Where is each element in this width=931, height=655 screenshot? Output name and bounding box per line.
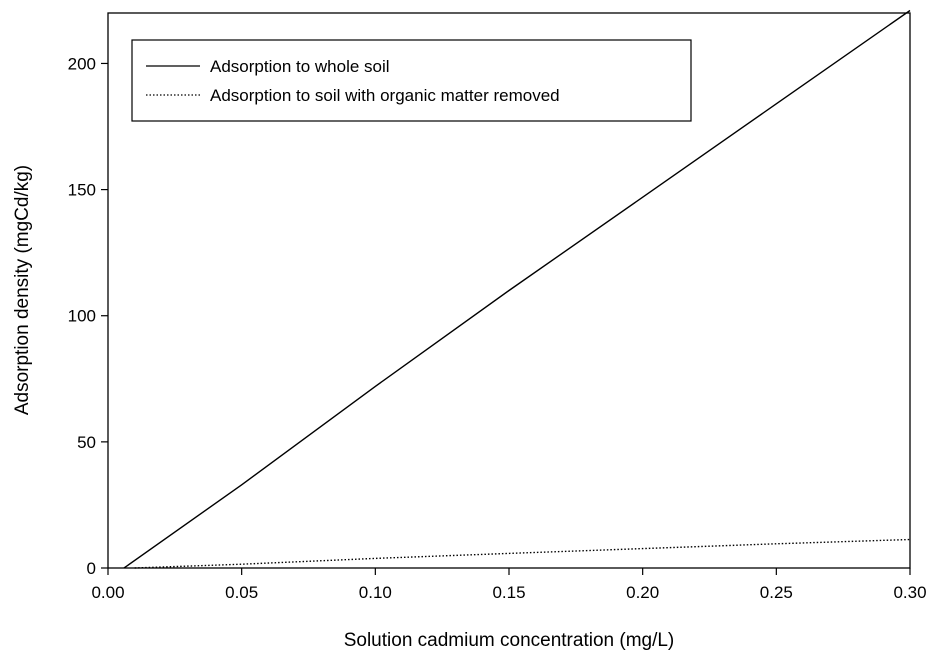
y-tick-label: 200 [68, 54, 96, 73]
legend-box [131, 39, 692, 122]
y-tick-label: 0 [87, 559, 96, 578]
x-tick-label: 0.30 [893, 583, 926, 602]
series-layer [123, 9, 911, 569]
x-axis-ticks: 0.00 0.05 0.10 0.15 0.20 0.25 0.30 [91, 568, 927, 602]
legend: Adsorption to whole soil Adsorption to s… [131, 39, 692, 122]
x-tick-label: 0.15 [492, 583, 525, 602]
y-tick-label: 50 [77, 433, 96, 452]
x-axis-label: Solution cadmium concentration (mg/L) [344, 630, 675, 651]
x-tick-label: 0.05 [225, 583, 258, 602]
x-tick-label: 0.20 [626, 583, 659, 602]
legend-label-whole-soil: Adsorption to whole soil [210, 57, 390, 76]
y-axis-label: Adsorption density (mgCd/kg) [12, 165, 33, 415]
legend-label-organic-removed: Adsorption to soil with organic matter r… [210, 86, 560, 105]
y-tick-label: 150 [68, 181, 96, 200]
y-axis-ticks: 0 50 100 150 200 [68, 54, 108, 578]
series-line-whole-soil [123, 9, 911, 569]
x-tick-label: 0.10 [359, 583, 392, 602]
series-line-organic-removed [134, 538, 911, 569]
x-tick-label: 0.00 [91, 583, 124, 602]
x-tick-label: 0.25 [760, 583, 793, 602]
plot-frame [107, 12, 911, 569]
y-tick-label: 100 [68, 307, 96, 326]
